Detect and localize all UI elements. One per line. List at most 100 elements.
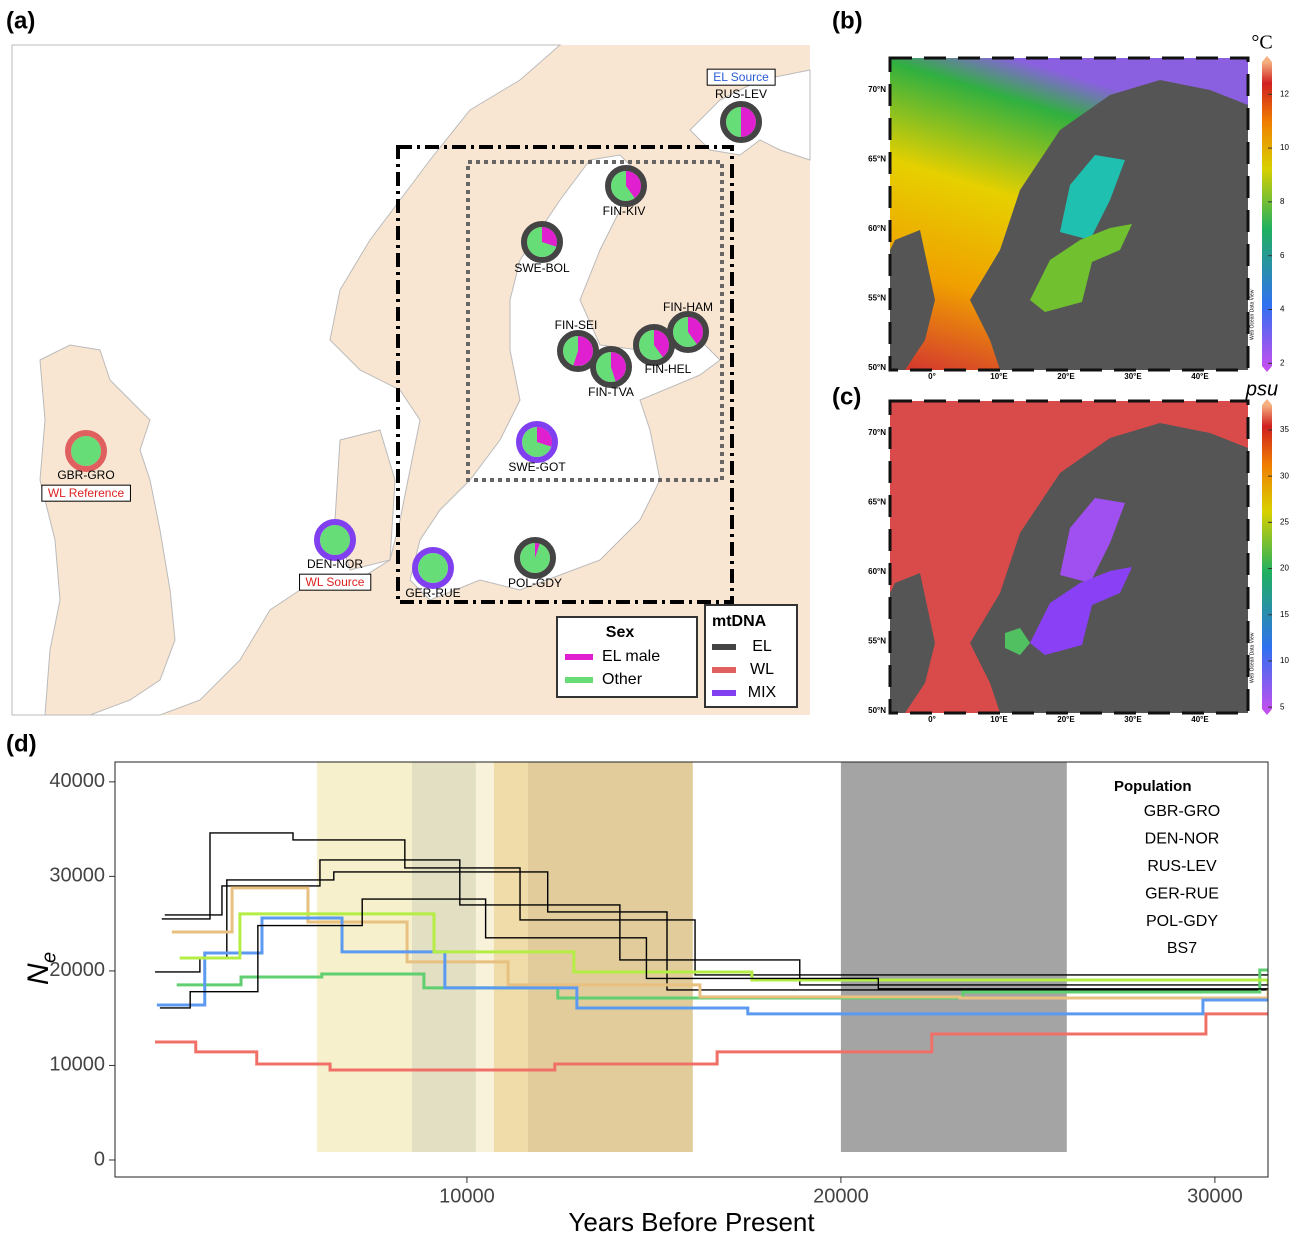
y-tick-label: 0 <box>94 1148 105 1170</box>
legend-key <box>565 677 593 683</box>
lat-label: 60°N <box>868 567 886 576</box>
legend-label: MIX <box>748 684 777 701</box>
legend-label: GER-RUE <box>1145 885 1219 902</box>
colorbar-tick-label: 4 <box>1280 305 1285 314</box>
credit: Web Ocean Data View <box>1249 632 1255 683</box>
colorbar <box>1262 405 1272 709</box>
legend-key <box>565 654 593 660</box>
colorbar-tick-label: 6 <box>1280 251 1285 260</box>
legend-label: BS7 <box>1167 940 1197 957</box>
colorbar-end <box>1262 709 1272 715</box>
colorbar-tick-label: 10 <box>1280 143 1289 152</box>
lat-label: 50°N <box>868 706 886 715</box>
legend-label: GBR-GRO <box>1144 803 1220 820</box>
map-panel: RUS-LEV EL Source FIN-KIV SWE-BOL FIN-SEI FIN… <box>12 45 810 715</box>
site-label: GBR-GRO <box>57 468 114 482</box>
lat-label: 70°N <box>868 428 886 437</box>
colorbar-tick-label: 8 <box>1280 197 1285 206</box>
colorbar-tick-label: 35 <box>1280 425 1289 434</box>
legend-label: EL male <box>602 648 660 665</box>
y-tick-label: 10000 <box>49 1054 105 1076</box>
legend-title: Sex <box>606 624 635 641</box>
site-label: FIN-HAM <box>663 300 713 314</box>
lat-label: 65°N <box>868 155 886 164</box>
colorbar-tick-label: 12 <box>1280 89 1289 98</box>
y-tick-label: 30000 <box>49 865 105 887</box>
source-label: WL Source <box>306 575 365 589</box>
y-axis-label: N <box>22 963 55 985</box>
site-label: FIN-KIV <box>603 204 646 218</box>
colorbar-end <box>1262 56 1272 62</box>
x-tick-label: 30000 <box>1187 1185 1243 1207</box>
site-label: GER-RUE <box>405 586 460 600</box>
site-label: SWE-GOT <box>508 460 566 474</box>
legend-label: Other <box>602 671 643 688</box>
site-label: FIN-SEI <box>555 318 598 332</box>
lon-label: 30°E <box>1124 372 1142 381</box>
site-label: FIN-HEL <box>645 362 692 376</box>
shaded-period <box>528 762 693 1152</box>
x-axis-label: Years Before Present <box>568 1207 815 1237</box>
site-label: RUS-LEV <box>715 87 767 101</box>
pie-other <box>418 553 448 583</box>
x-tick-label: 10000 <box>439 1185 495 1207</box>
panel-label: (d) <box>6 730 37 757</box>
lon-label: 20°E <box>1057 372 1075 381</box>
site-label: POL-GDY <box>508 576 562 590</box>
lon-label: 40°E <box>1191 372 1209 381</box>
panel-label: (b) <box>832 7 863 34</box>
legend-label: DEN-NOR <box>1145 831 1220 848</box>
lon-label: 20°E <box>1057 715 1075 724</box>
legend-key <box>712 644 736 650</box>
source-label: WL Reference <box>48 486 125 500</box>
shaded-period <box>476 762 494 1152</box>
colorbar-unit: °C <box>1251 32 1272 54</box>
shaded-period <box>841 762 1067 1152</box>
colorbar-tick-label: 25 <box>1280 517 1289 526</box>
site-label: SWE-BOL <box>514 261 570 275</box>
y-axis-label-sub: e <box>38 952 60 963</box>
pie-other <box>71 436 101 466</box>
colorbar-tick-label: 2 <box>1280 358 1285 367</box>
lon-label: 0° <box>928 372 936 381</box>
lon-label: 30°E <box>1124 715 1142 724</box>
shaded-period <box>494 762 528 1152</box>
credit: Web Ocean Data View <box>1249 289 1255 340</box>
colorbar-tick-label: 5 <box>1280 702 1285 711</box>
panel-label: (a) <box>6 7 35 34</box>
colorbar-tick-label: 30 <box>1280 471 1289 480</box>
lat-label: 55°N <box>868 637 886 646</box>
legend-label: RUS-LEV <box>1147 858 1217 875</box>
source-label: EL Source <box>713 70 769 84</box>
lon-label: 10°E <box>990 715 1008 724</box>
x-tick-label: 20000 <box>813 1185 869 1207</box>
colorbar-end <box>1262 366 1272 372</box>
site-label: FIN-TVA <box>588 385 634 399</box>
site-label: DEN-NOR <box>307 557 363 571</box>
lat-label: 70°N <box>868 85 886 94</box>
colorbar-tick-label: 10 <box>1280 656 1289 665</box>
colorbar-tick-label: 20 <box>1280 564 1289 573</box>
lat-label: 55°N <box>868 294 886 303</box>
lon-label: 10°E <box>990 372 1008 381</box>
pie-other <box>320 525 350 555</box>
y-tick-label: 40000 <box>49 770 105 792</box>
legend-title: mtDNA <box>712 613 767 630</box>
lon-label: 0° <box>928 715 936 724</box>
legend-key <box>712 667 736 673</box>
legend-key <box>712 690 736 696</box>
ocean-maps: 70°N 65°N 60°N 55°N 50°N 0° 10°E 20°E 30°E 40°E We… <box>868 32 1289 725</box>
legend-label: EL <box>752 638 772 655</box>
legend-title: Population <box>1114 778 1192 795</box>
lat-label: 65°N <box>868 498 886 507</box>
shaded-period <box>317 762 412 1152</box>
lat-label: 50°N <box>868 363 886 372</box>
colorbar-unit: psu <box>1245 378 1278 400</box>
lon-label: 40°E <box>1191 715 1209 724</box>
figure: RUS-LEV EL Source FIN-KIV SWE-BOL FIN-SEI FIN… <box>0 0 1296 1238</box>
panel-label: (c) <box>832 383 861 410</box>
lat-label: 60°N <box>868 224 886 233</box>
legend-label: WL <box>750 661 774 678</box>
legend-label: POL-GDY <box>1146 913 1218 930</box>
